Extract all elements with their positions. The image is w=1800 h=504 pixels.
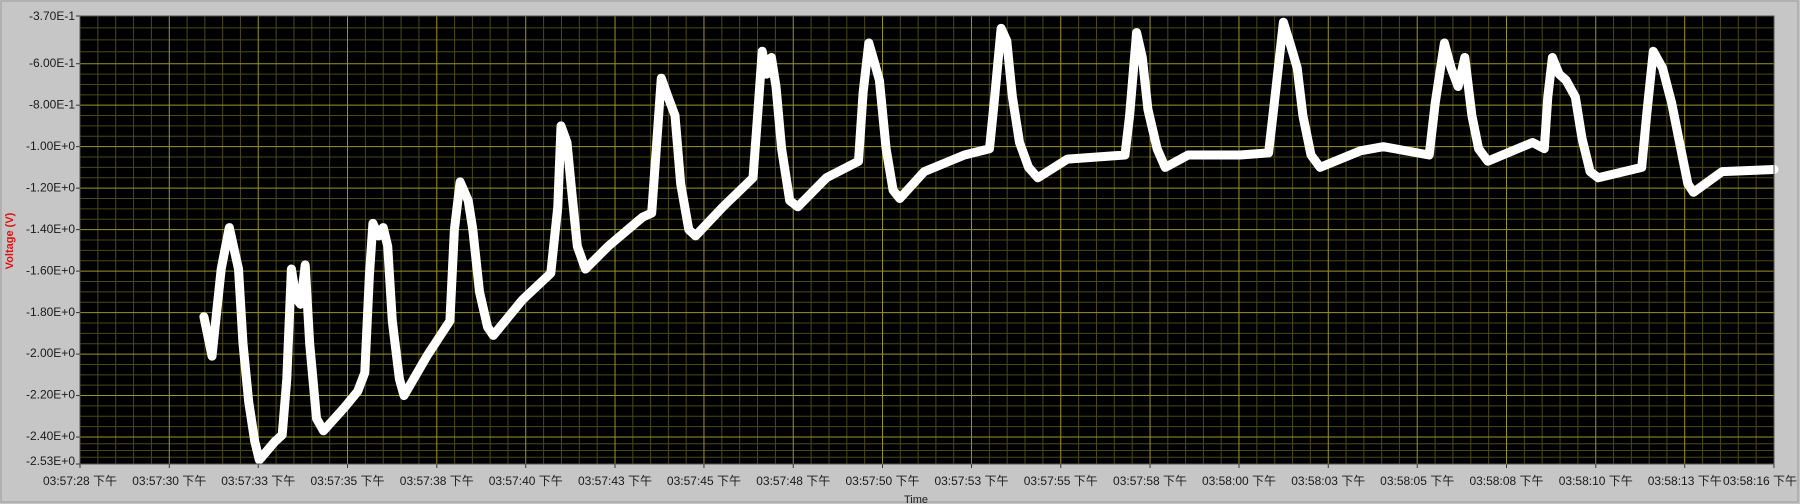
x-tick-label: 03:58:03 下午 xyxy=(1291,474,1365,488)
y-tick-label: -1.60E+0 xyxy=(26,263,75,277)
x-axis-label: Time xyxy=(904,494,928,504)
y-tick-label: -6.00E-1 xyxy=(29,56,75,70)
y-tick-label: -3.70E-1 xyxy=(29,9,75,23)
y-tick-label: -2.53E+0 xyxy=(26,454,75,468)
voltage-trace xyxy=(199,17,1779,465)
x-tick-label: 03:57:53 下午 xyxy=(934,474,1008,488)
y-tick-label: -2.20E+0 xyxy=(26,388,75,402)
x-tick-label: 03:57:43 下午 xyxy=(578,474,652,488)
x-tick-label: 03:57:35 下午 xyxy=(310,474,384,488)
y-tick-label: -1.00E+0 xyxy=(26,139,75,153)
y-tick-label: -1.20E+0 xyxy=(26,180,75,194)
y-tick-label: -2.40E+0 xyxy=(26,429,75,443)
y-tick-label: -8.00E-1 xyxy=(29,97,75,111)
x-tick-label: 03:57:45 下午 xyxy=(667,474,741,488)
x-tick-label: 03:57:28 下午 xyxy=(43,474,117,488)
x-tick-label: 03:57:38 下午 xyxy=(400,474,474,488)
x-tick-label: 03:57:48 下午 xyxy=(756,474,830,488)
x-tick-label: 03:57:40 下午 xyxy=(489,474,563,488)
x-tick-label: 03:57:30 下午 xyxy=(132,474,206,488)
x-tick-label: 03:57:58 下午 xyxy=(1113,474,1187,488)
x-tick-label: 03:58:05 下午 xyxy=(1380,474,1454,488)
y-tick-label: -1.80E+0 xyxy=(26,305,75,319)
x-tick-label: 03:57:55 下午 xyxy=(1024,474,1098,488)
x-tick-label: 03:58:08 下午 xyxy=(1469,474,1543,488)
x-tick-label: 03:57:50 下午 xyxy=(846,474,920,488)
y-axis-label: Voltage (V) xyxy=(4,212,16,269)
y-tick-label: -1.40E+0 xyxy=(26,222,75,236)
x-tick-label: 03:58:16 下午 xyxy=(1723,474,1797,488)
y-tick-label: -2.00E+0 xyxy=(26,346,75,360)
x-tick-label: 03:58:10 下午 xyxy=(1559,474,1633,488)
plot-border xyxy=(79,15,1775,465)
x-tick-label: 03:58:00 下午 xyxy=(1202,474,1276,488)
x-tick-label: 03:57:33 下午 xyxy=(221,474,295,488)
x-tick-label: 03:58:13 下午 xyxy=(1648,474,1722,488)
